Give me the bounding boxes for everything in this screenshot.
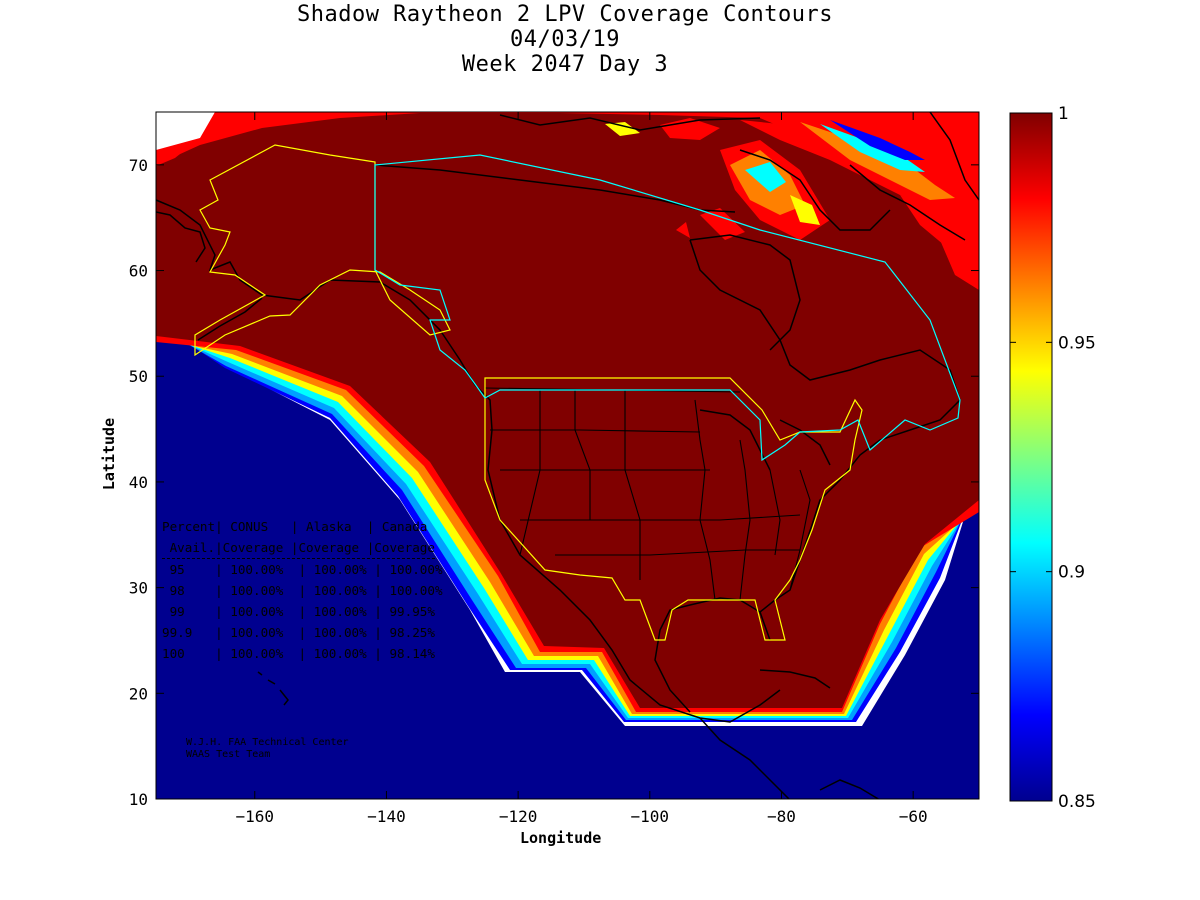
y-tick-label: 60 xyxy=(129,262,148,281)
y-tick-label: 50 xyxy=(129,367,148,386)
table-row: 100 | 100.00% | 100.00% | 98.14% xyxy=(162,646,435,661)
table-row: 98 | 100.00% | 100.00% | 100.00% xyxy=(162,583,443,598)
y-tick-label: 10 xyxy=(129,790,148,809)
northern-coverage-edge xyxy=(156,112,979,290)
y-tick-label: 40 xyxy=(129,473,148,492)
x-tick-label: −80 xyxy=(767,807,796,826)
credit-block: W.J.H. FAA Technical Center WAAS Test Tea… xyxy=(186,737,349,761)
x-tick-label: −140 xyxy=(367,807,406,826)
plot-frame xyxy=(155,111,980,800)
chart-date: 04/03/19 xyxy=(510,27,620,52)
state-boundaries xyxy=(484,387,811,601)
table-header-1: Percent| CONUS | Alaska | Canada xyxy=(162,519,428,534)
colorbar-ticks: 1 0.95 0.9 0.85 xyxy=(1010,104,1096,812)
colorbar-tick-label: 0.95 xyxy=(1058,333,1096,353)
x-tick-label: −60 xyxy=(899,807,928,826)
colorbar-tick-label: 1 xyxy=(1058,104,1069,124)
y-tick-label: 70 xyxy=(129,156,148,175)
table-row: 95 | 100.00% | 100.00% | 100.00% xyxy=(162,562,443,577)
x-axis-label: Longitude xyxy=(520,829,602,847)
y-axis-ticks: 10 20 30 40 50 60 70 xyxy=(129,156,979,809)
table-rows: 95 | 100.00% | 100.00% | 100.00% 98 | 10… xyxy=(162,559,443,664)
chart-week: Week 2047 Day 3 xyxy=(461,52,669,77)
y-tick-label: 20 xyxy=(129,684,148,703)
y-axis-label: Latitude xyxy=(100,417,118,491)
table-header-2: Avail.|Coverage |Coverage |Coverage xyxy=(162,537,435,559)
chart-title: Shadow Raytheon 2 LPV Coverage Contours xyxy=(296,2,834,27)
x-tick-label: −120 xyxy=(499,807,538,826)
table-row: 99 | 100.00% | 100.00% | 99.95% xyxy=(162,604,435,619)
canada-region-outline xyxy=(374,154,961,462)
colorbar-tick-label: 0.85 xyxy=(1058,792,1096,812)
y-tick-label: 30 xyxy=(129,579,148,598)
credit-line-1: W.J.H. FAA Technical Center xyxy=(186,737,349,748)
colorbar-tick-label: 0.9 xyxy=(1058,563,1085,583)
x-tick-label: −160 xyxy=(235,807,274,826)
conus-region-outline xyxy=(484,377,863,641)
colorbar xyxy=(1009,112,1053,802)
full-coverage-region xyxy=(156,113,979,708)
table-row: 99.9 | 100.00% | 100.00% | 98.25% xyxy=(162,625,435,640)
coverage-table: Percent| CONUS | Alaska | Canada Avail.|… xyxy=(162,516,443,664)
x-axis-ticks: −160 −140 −120 −100 −80 −60 xyxy=(235,112,928,826)
x-tick-label: −100 xyxy=(631,807,670,826)
credit-line-2: WAAS Test Team xyxy=(186,749,271,760)
